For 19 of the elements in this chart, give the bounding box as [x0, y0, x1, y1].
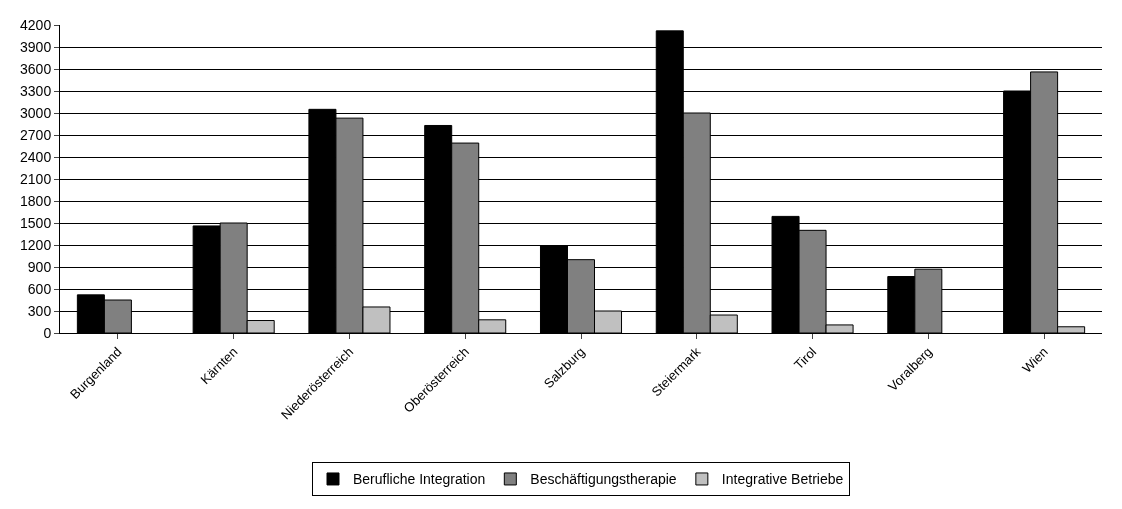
legend-label: Beschäftigungstherapie [530, 471, 677, 488]
y-tick-label: 3300 [20, 82, 52, 99]
y-tick-label: 1200 [20, 236, 52, 253]
legend-label: Berufliche Integration [353, 471, 486, 488]
x-tick-label: Tirol [791, 344, 820, 373]
y-tick-label: 3900 [20, 38, 52, 55]
y-tick-label: 300 [27, 302, 52, 319]
y-tick-label: 1800 [20, 192, 52, 209]
legend-label: Integrative Betriebe [721, 471, 844, 488]
y-tick-label: 2700 [20, 126, 52, 143]
y-tick-label: 2400 [20, 148, 52, 165]
y-tick-label: 4200 [20, 16, 52, 33]
y-tick-label: 600 [27, 280, 52, 297]
y-tick-label: 0 [43, 324, 52, 341]
y-tick-label: 3600 [20, 60, 52, 77]
y-tick-label: 3000 [20, 104, 52, 121]
y-tick-label: 2100 [20, 170, 52, 187]
y-tick-label: 900 [27, 258, 52, 275]
y-tick-label: 1500 [20, 214, 52, 231]
